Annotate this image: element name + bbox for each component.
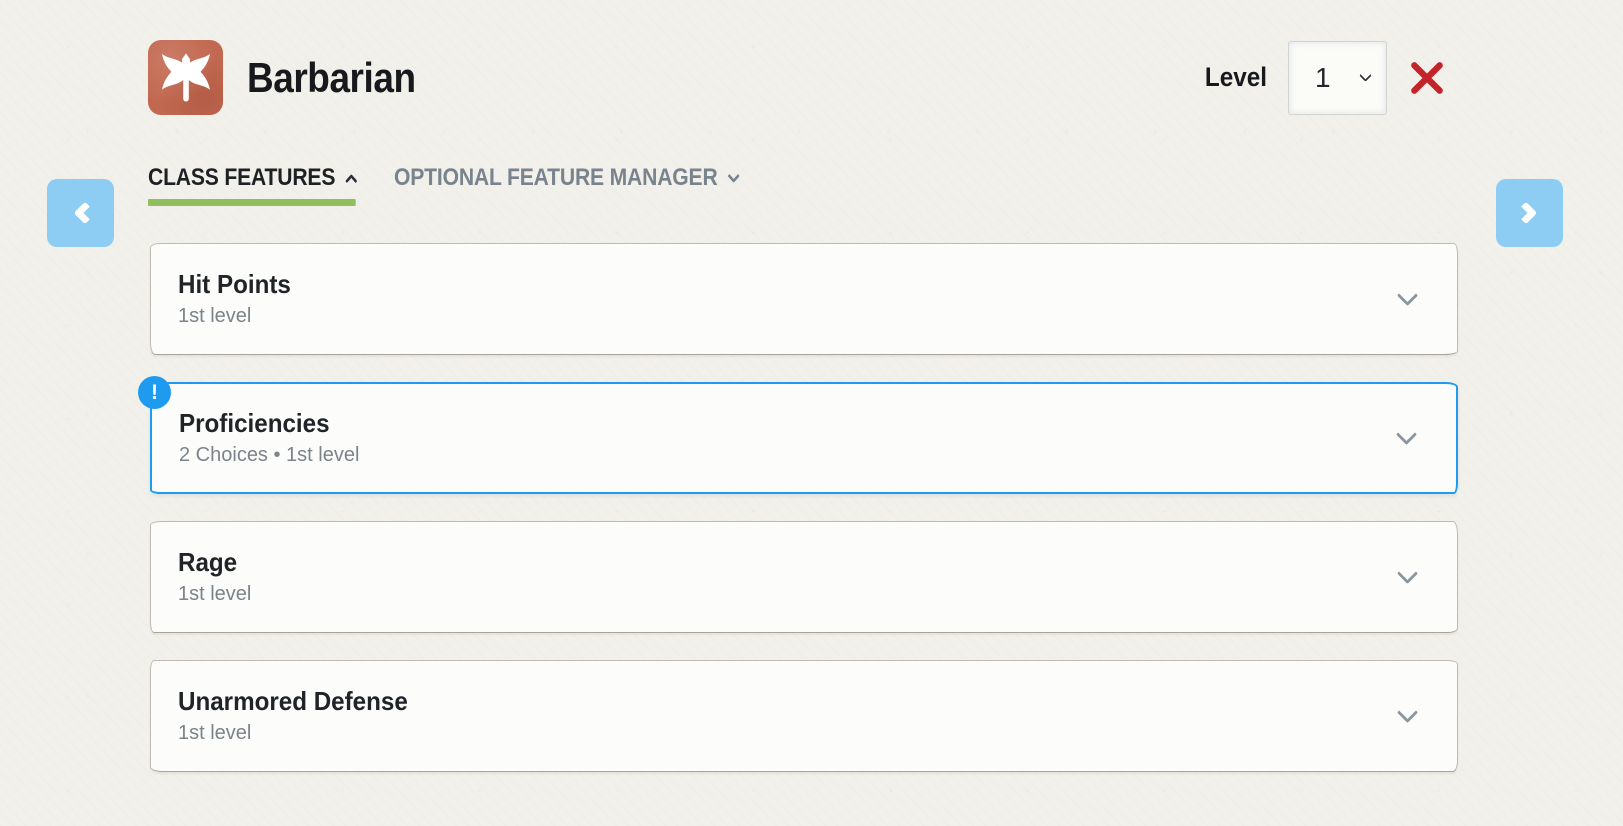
close-x-icon bbox=[1411, 61, 1443, 94]
feature-card-unarmored-defense[interactable]: Unarmored Defense 1st level bbox=[150, 660, 1458, 772]
expand-chevron-icon[interactable] bbox=[1396, 284, 1419, 307]
feature-title: Hit Points bbox=[178, 269, 291, 299]
class-header: Barbarian Level 1 bbox=[148, 40, 1447, 115]
tab-label: OPTIONAL FEATURE MANAGER bbox=[393, 164, 718, 191]
level-label: Level bbox=[1204, 62, 1267, 92]
feature-title: Unarmored Defense bbox=[178, 686, 408, 716]
chevron-up-icon bbox=[344, 173, 358, 188]
chevron-down-icon bbox=[1359, 69, 1372, 82]
tab-class-features[interactable]: CLASS FEATURES bbox=[148, 163, 358, 206]
feature-card-hit-points[interactable]: Hit Points 1st level bbox=[150, 243, 1458, 355]
level-group: Level 1 bbox=[1198, 40, 1447, 115]
chevron-right-icon bbox=[1514, 201, 1537, 225]
tab-optional-feature-manager[interactable]: OPTIONAL FEATURE MANAGER bbox=[393, 163, 740, 206]
feature-subtitle: 1st level bbox=[178, 722, 252, 744]
feature-card-proficiencies[interactable]: ! Proficiencies 2 Choices • 1st level bbox=[138, 376, 1458, 494]
feature-subtitle: 1st level bbox=[178, 305, 252, 327]
level-value: 1 bbox=[1315, 61, 1331, 93]
feature-title: Proficiencies bbox=[179, 408, 330, 438]
class-features-list: Hit Points 1st level ! Proficiencies 2 C… bbox=[138, 243, 1458, 799]
tab-label: CLASS FEATURES bbox=[148, 164, 336, 191]
chevron-down-icon bbox=[726, 168, 740, 183]
feature-subtitle: 1st level bbox=[178, 583, 252, 605]
next-class-button[interactable] bbox=[1496, 179, 1563, 247]
chevron-left-icon bbox=[73, 201, 96, 225]
alert-badge-icon: ! bbox=[138, 376, 171, 409]
feature-tabs: CLASS FEATURES OPTIONAL FEATURE MANAGER bbox=[148, 163, 784, 206]
expand-chevron-icon[interactable] bbox=[1395, 423, 1418, 446]
active-tab-underline bbox=[148, 199, 356, 206]
expand-chevron-icon[interactable] bbox=[1396, 562, 1419, 585]
feature-title: Rage bbox=[178, 547, 238, 577]
battleaxe-icon bbox=[161, 52, 210, 102]
expand-chevron-icon[interactable] bbox=[1396, 701, 1419, 724]
feature-card-rage[interactable]: Rage 1st level bbox=[150, 521, 1458, 633]
level-select[interactable]: 1 bbox=[1288, 40, 1387, 115]
feature-subtitle: 2 Choices • 1st level bbox=[179, 444, 360, 466]
previous-class-button[interactable] bbox=[47, 179, 114, 247]
barbarian-class-icon bbox=[148, 40, 223, 115]
page-title: Barbarian bbox=[247, 53, 416, 101]
close-button[interactable] bbox=[1407, 58, 1447, 98]
